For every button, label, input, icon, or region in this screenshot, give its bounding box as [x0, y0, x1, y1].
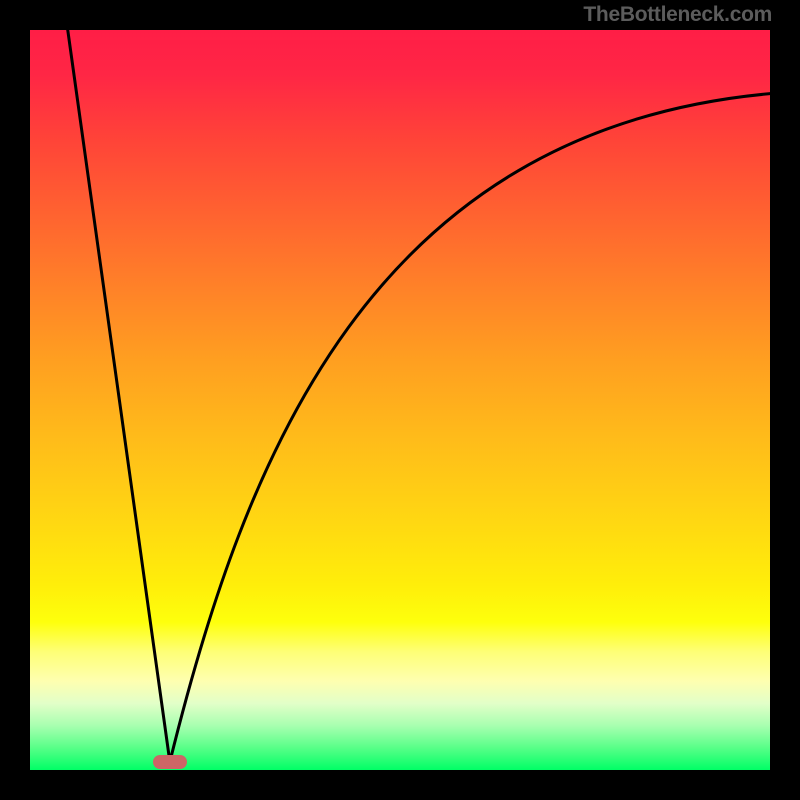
plot-area [30, 30, 770, 770]
watermark-text: TheBottleneck.com [583, 3, 772, 27]
curve-overlay [30, 30, 770, 770]
dip-curve [68, 30, 770, 762]
chart-container: TheBottleneck.com [0, 0, 800, 800]
dip-marker [153, 755, 187, 769]
